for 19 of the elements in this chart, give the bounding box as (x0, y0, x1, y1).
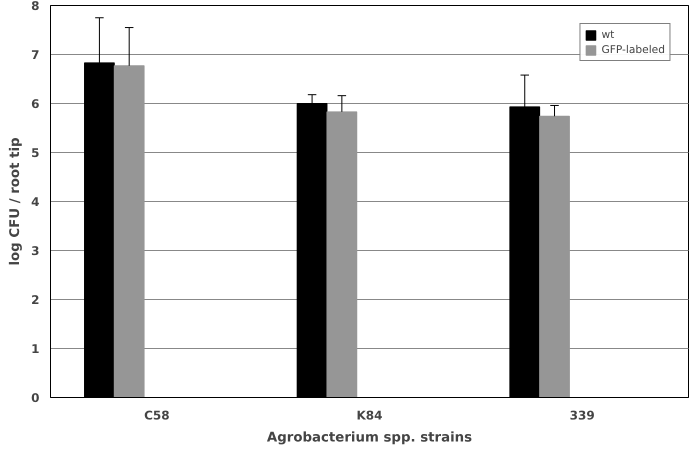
x-axis-title: Agrobacterium spp. strains (266, 430, 472, 446)
y-tick-label: 1 (31, 342, 40, 356)
y-tick-label: 0 (31, 391, 40, 405)
bar (539, 116, 570, 398)
y-tick-label: 2 (31, 293, 40, 307)
bar (326, 111, 358, 398)
x-tick-label: 339 (570, 408, 595, 422)
y-tick-label: 4 (31, 195, 40, 209)
y-tick-label: 8 (31, 0, 40, 13)
y-tick-label: 7 (31, 48, 40, 62)
y-tick-label: 3 (31, 244, 40, 258)
y-tick-label: 5 (31, 146, 40, 160)
y-axis-title: log CFU / root tip (8, 137, 24, 266)
bar (114, 65, 145, 398)
y-tick-label: 6 (31, 97, 40, 111)
x-tick-label: C58 (144, 408, 170, 422)
x-tick-label: K84 (356, 408, 382, 422)
legend-label: GFP-labeled (601, 43, 665, 56)
legend-label: wt (601, 28, 616, 41)
